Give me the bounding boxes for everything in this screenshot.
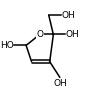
Text: OH: OH (61, 11, 75, 20)
Text: OH: OH (66, 30, 79, 39)
Text: OH: OH (54, 79, 68, 88)
Text: HO: HO (0, 41, 14, 50)
Text: O: O (36, 30, 43, 39)
